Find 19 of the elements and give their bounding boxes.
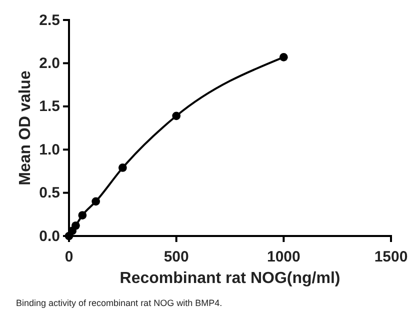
y-tick-label: 2.5	[39, 12, 60, 29]
point	[279, 52, 288, 62]
x-tick-label: 500	[164, 248, 189, 266]
point	[172, 112, 181, 120]
y-tick-label: 0.5	[39, 184, 60, 202]
point	[92, 197, 100, 206]
y-axis-title: Mean OD value	[17, 70, 34, 186]
point	[118, 164, 127, 172]
x-tick-label: 0	[64, 248, 74, 266]
x-tick-label: 1500	[374, 248, 408, 266]
x-axis-title: Recombinant rat NOG(ng/ml)	[120, 270, 340, 287]
y-tick-label: 0.0	[39, 228, 60, 245]
text: Binding activity of recombinant rat NOG with BMP4.	[16, 298, 222, 308]
point	[78, 211, 87, 220]
point	[72, 221, 80, 230]
y-tick-label: 2.0	[39, 55, 60, 72]
y-tick-label: 1.5	[39, 98, 60, 116]
x-tick-label: 1000	[266, 248, 300, 266]
y-tick-label: 1.0	[39, 141, 60, 158]
